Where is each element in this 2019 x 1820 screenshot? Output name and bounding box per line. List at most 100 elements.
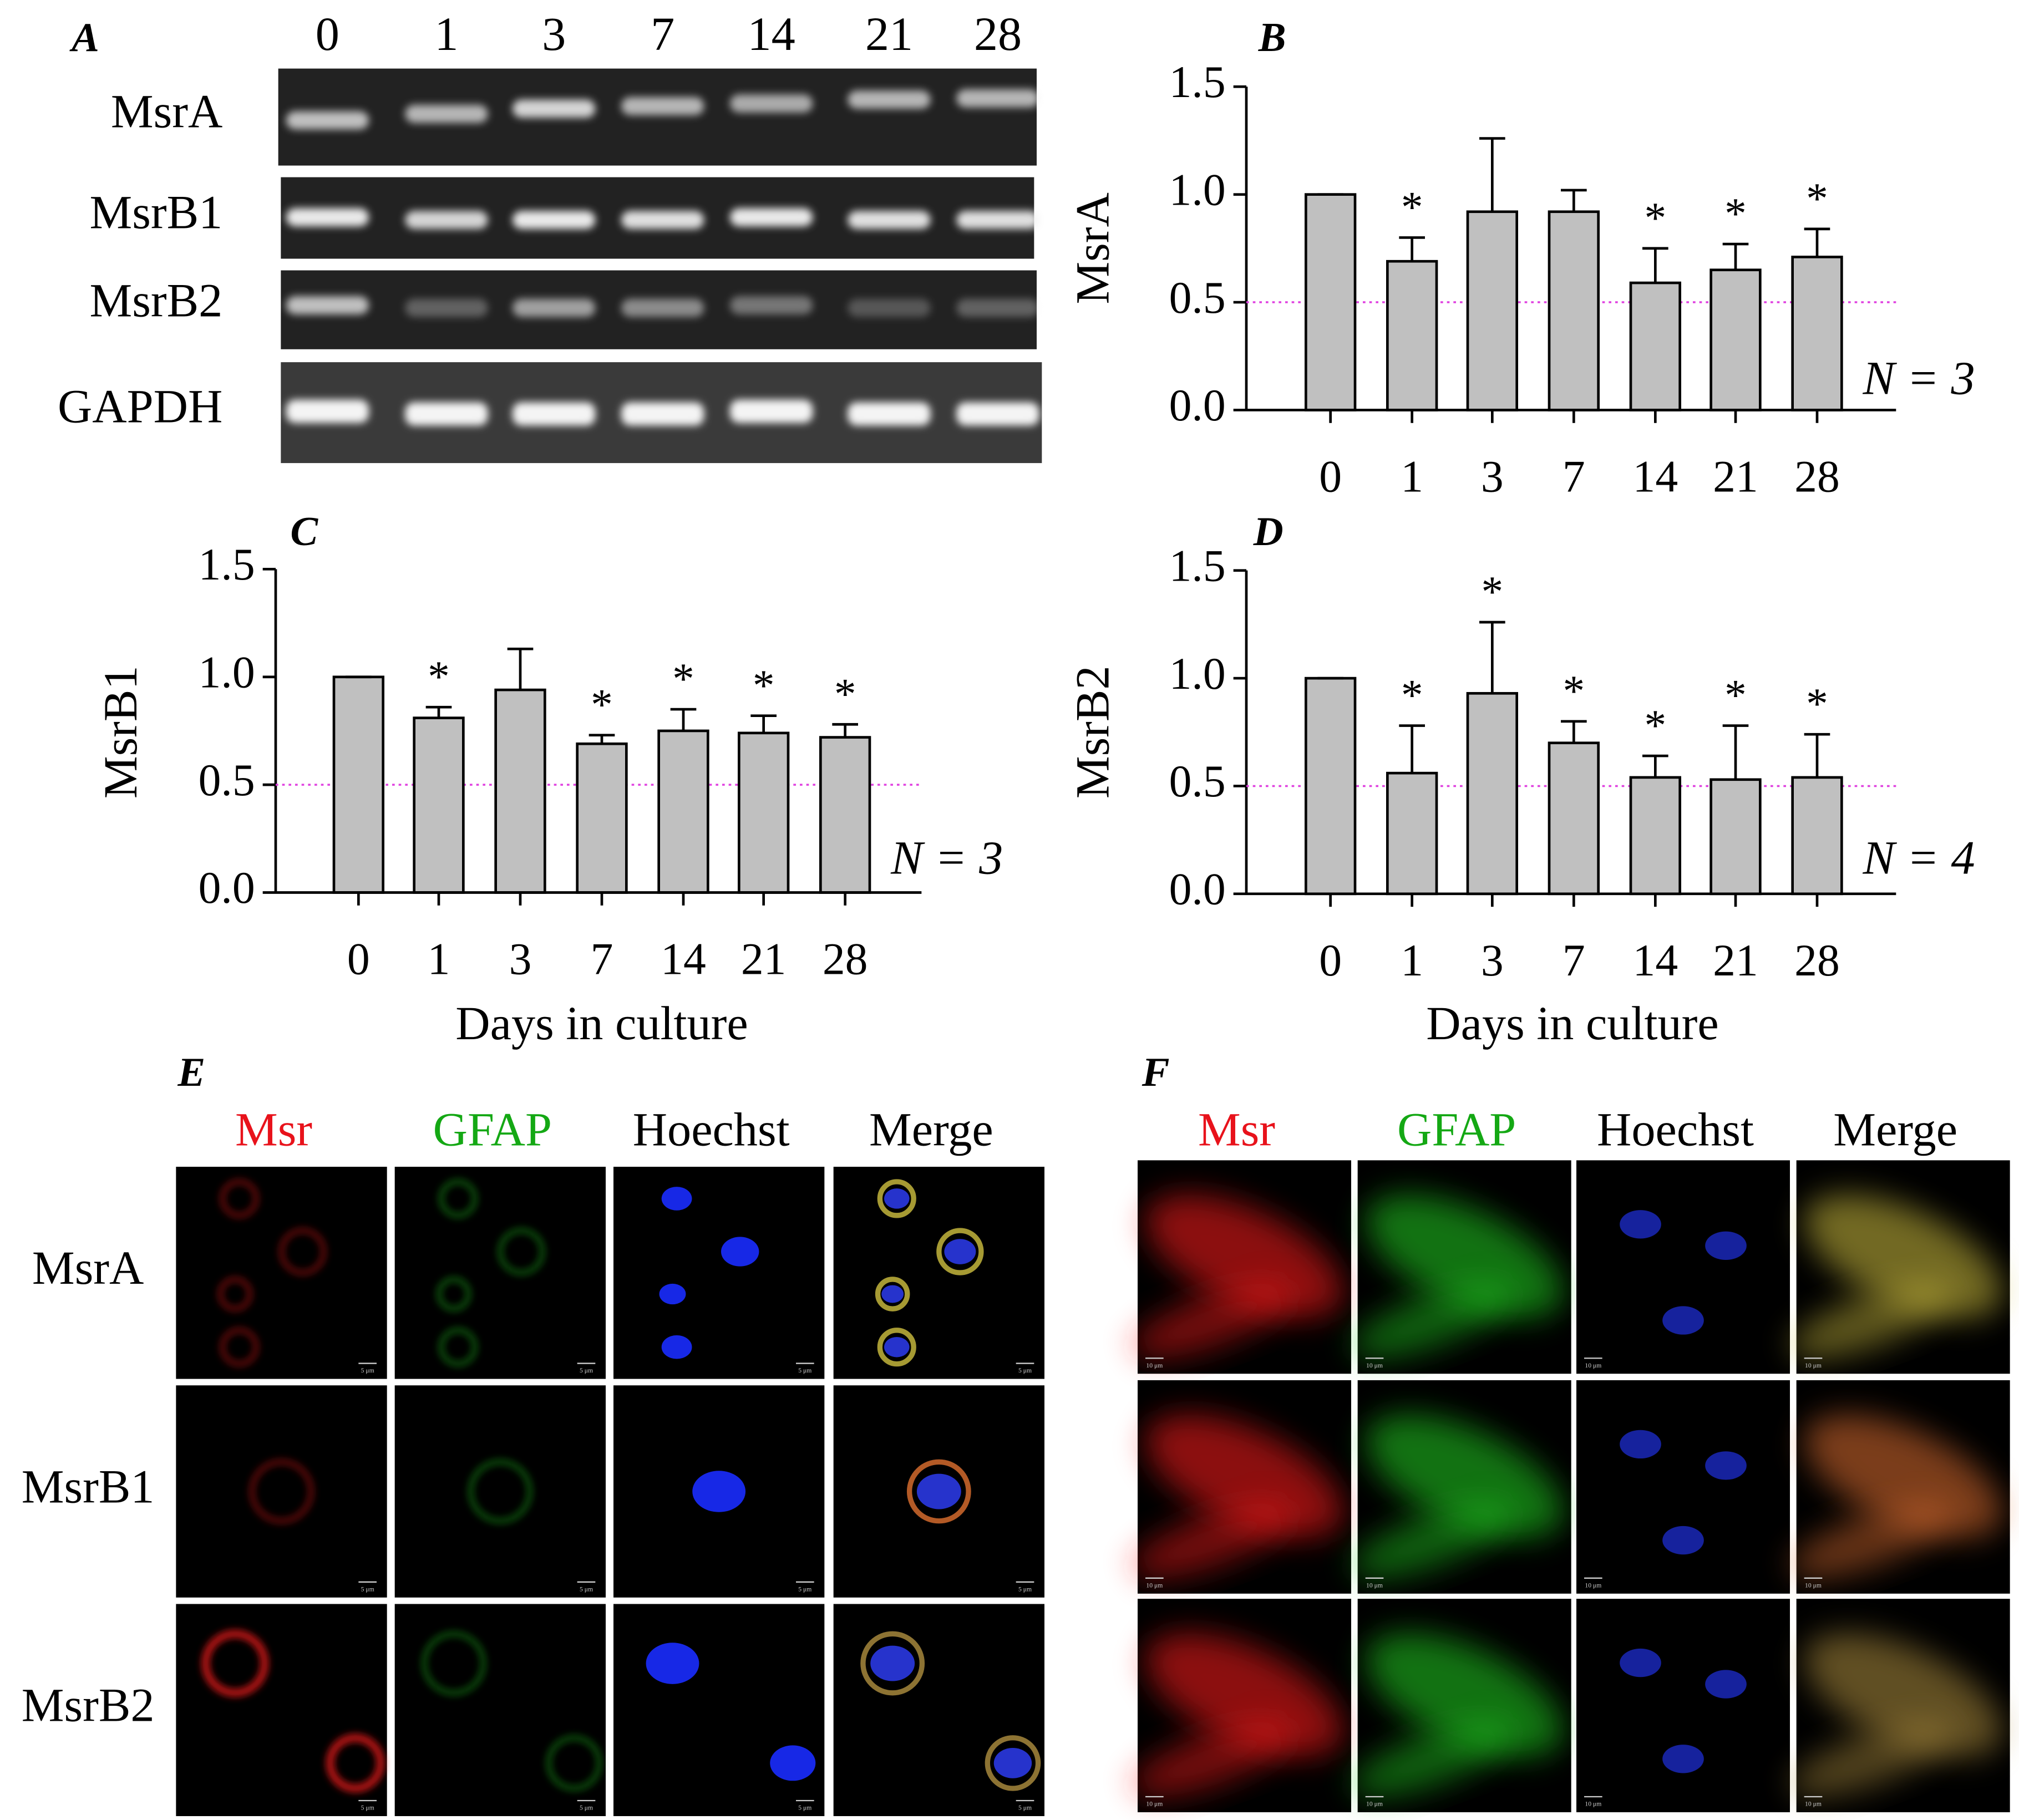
column-header: Msr [1198, 1103, 1275, 1156]
column-header: Merge [1833, 1103, 1957, 1156]
cytoplasm [1804, 1414, 2002, 1538]
nucleus [1620, 1648, 1661, 1677]
micrograph-tile: 10 μm [1351, 1380, 1571, 1594]
tile-background [1576, 1599, 1790, 1813]
nucleus [884, 1336, 910, 1358]
nucleus [661, 1187, 692, 1211]
y-tick-label: 1.5 [199, 539, 255, 589]
lane-label: 0 [316, 7, 339, 60]
significance-marker: * [753, 661, 775, 710]
bar [657, 729, 709, 894]
significance-marker: * [834, 670, 856, 719]
x-axis-label: Days in culture [1426, 997, 1718, 1050]
significance-marker: * [1806, 680, 1828, 729]
tile-background [613, 1167, 825, 1379]
scale-bar-label: 5 μm [798, 1367, 811, 1374]
row-label: MsrB1 [22, 1460, 155, 1513]
nucleus [1705, 1231, 1747, 1260]
gel-band [513, 298, 596, 317]
tile-background [1576, 1160, 1790, 1374]
cytoplasm [1351, 1502, 1513, 1578]
gel-band [405, 211, 488, 229]
y-axis-label: MsrB1 [94, 665, 147, 799]
bar [1548, 210, 1600, 411]
tile-background [613, 1604, 825, 1817]
y-tick-label: 0.5 [199, 755, 255, 805]
scale-bar-label: 10 μm [1805, 1362, 1822, 1369]
scale-bar-label: 5 μm [361, 1585, 374, 1593]
cytoplasm [1790, 1721, 1952, 1797]
tile-background [394, 1167, 606, 1379]
scale-bar-label: 5 μm [798, 1804, 811, 1812]
gel-band [513, 402, 596, 426]
row-label: MsrA [32, 1241, 144, 1294]
x-tick-label: 21 [1713, 451, 1758, 501]
panel-label: C [290, 509, 318, 555]
micrograph-tile: 10 μm [1351, 1160, 1571, 1374]
cytoplasm [1366, 1194, 1564, 1319]
x-tick-label: 7 [591, 934, 613, 984]
cell [877, 1179, 916, 1218]
cell [546, 1736, 602, 1791]
cytoplasm [1790, 1502, 1952, 1578]
cell [985, 1735, 1041, 1791]
cytoplasm [1790, 1282, 1952, 1359]
scale-bar-label: 5 μm [580, 1804, 593, 1812]
nucleus [944, 1239, 976, 1264]
gel-band [848, 402, 931, 426]
nucleus [721, 1237, 759, 1267]
panel-label: E [177, 1049, 205, 1095]
significance-marker: * [1645, 701, 1667, 750]
bar [1305, 193, 1357, 411]
x-tick-label: 1 [1401, 935, 1423, 985]
nucleus [1620, 1210, 1661, 1239]
lane-label: 1 [434, 7, 458, 60]
significance-marker: * [1724, 671, 1747, 720]
micrograph-tile: 5 μm [833, 1604, 1044, 1817]
bar [494, 688, 546, 894]
column-header: GFAP [1397, 1103, 1516, 1156]
x-tick-label: 1 [1401, 451, 1423, 501]
y-tick-label: 1.5 [1169, 57, 1226, 107]
scale-bar-label: 10 μm [1366, 1362, 1383, 1369]
micrograph-tile: 10 μm [1790, 1160, 2010, 1374]
micrograph-tile: 10 μm [1790, 1380, 2010, 1594]
scale-bar-label: 10 μm [1805, 1801, 1822, 1808]
gel-strip [278, 68, 1037, 166]
bar [1466, 210, 1518, 411]
micrograph-tile: 10 μm [1351, 1599, 1571, 1813]
micrograph-tile: 10 μm [1576, 1599, 1790, 1813]
bar [1791, 776, 1843, 896]
gel-band [621, 211, 704, 229]
nucleus [1662, 1745, 1704, 1773]
scale-bar-label: 10 μm [1146, 1362, 1163, 1369]
scale-bar-label: 10 μm [1366, 1582, 1383, 1589]
tile-background [833, 1604, 1044, 1817]
nucleus [646, 1643, 699, 1684]
gel-band [956, 298, 1039, 317]
x-tick-label: 7 [1563, 935, 1585, 985]
y-tick-label: 0.5 [1169, 272, 1226, 323]
scale-bar-label: 10 μm [1585, 1801, 1601, 1808]
x-tick-label: 7 [1563, 451, 1585, 501]
cell [327, 1734, 384, 1792]
bar [1548, 741, 1600, 896]
micrograph-tile: 10 μm [1576, 1160, 1790, 1374]
nucleus [1705, 1451, 1747, 1480]
lane-label: 28 [974, 7, 1022, 60]
y-tick-label: 0.5 [1169, 756, 1226, 806]
cell [875, 1277, 910, 1311]
column-header: Msr [235, 1103, 312, 1156]
nucleus [1662, 1526, 1704, 1555]
significance-marker: * [428, 653, 450, 701]
cytoplasm [1145, 1633, 1343, 1757]
gel-band [405, 298, 488, 317]
cytoplasm [1351, 1721, 1513, 1797]
gel-band [956, 402, 1039, 426]
y-tick-label: 1.5 [1169, 540, 1226, 591]
y-tick-label: 0.0 [1169, 864, 1226, 914]
significance-marker: * [1401, 671, 1423, 720]
bar [1466, 692, 1518, 896]
gel-band [286, 296, 369, 314]
scale-bar-label: 10 μm [1366, 1801, 1383, 1808]
